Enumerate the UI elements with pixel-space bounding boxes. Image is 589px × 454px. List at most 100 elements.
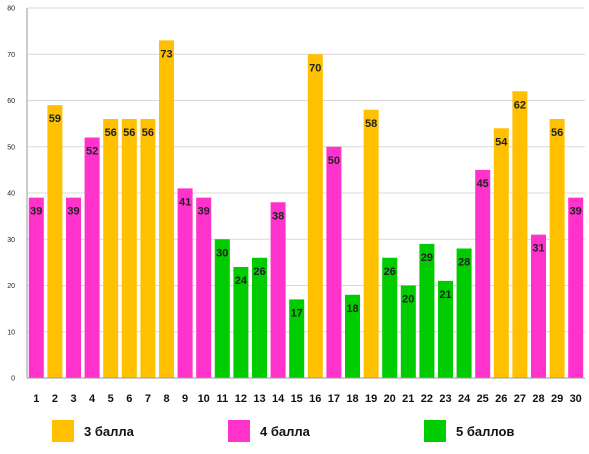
data-label: 73 <box>160 48 172 60</box>
data-label: 30 <box>216 247 228 259</box>
data-label: 56 <box>105 127 117 139</box>
bar <box>512 91 528 378</box>
x-category-label: 18 <box>346 393 358 405</box>
bar <box>177 188 193 378</box>
y-tick-label: 0 <box>11 376 15 383</box>
y-tick-label: 70 <box>7 52 15 59</box>
legend-swatch-5-points <box>424 420 446 442</box>
data-label: 56 <box>551 127 563 139</box>
x-category-label: 29 <box>551 393 563 405</box>
data-label: 59 <box>49 113 61 125</box>
x-category-label: 1 <box>33 393 39 405</box>
bar <box>140 119 156 378</box>
legend-label-3-points: 3 балла <box>84 423 134 439</box>
bar <box>419 243 435 378</box>
data-label: 52 <box>86 146 98 158</box>
data-label: 41 <box>179 196 191 208</box>
bar <box>214 239 230 378</box>
x-category-label: 6 <box>126 393 132 405</box>
data-label: 62 <box>514 99 526 111</box>
bar <box>400 285 416 378</box>
x-category-label: 21 <box>402 393 414 405</box>
x-category-label: 16 <box>309 393 321 405</box>
x-category-label: 3 <box>70 393 76 405</box>
x-category-label: 25 <box>477 393 489 405</box>
x-category-label: 2 <box>52 393 58 405</box>
bar <box>289 299 305 378</box>
bar <box>363 109 379 378</box>
bar <box>568 197 584 378</box>
bar <box>47 105 63 378</box>
x-axis-categories: 1 2 3 4 5 6 7 8 9 10 11 12 13 14 15 16 17 18 19 20 21 22 23 24 2… <box>33 393 582 405</box>
y-tick-label: 40 <box>7 191 15 198</box>
x-category-label: 13 <box>253 393 265 405</box>
bar <box>531 234 546 378</box>
data-label: 38 <box>272 210 284 222</box>
data-label: 29 <box>421 252 433 264</box>
bar <box>345 294 360 378</box>
legend-item-4-points: 4 балла <box>228 420 310 442</box>
bar <box>456 248 472 378</box>
data-label: 39 <box>30 206 42 218</box>
data-label: 26 <box>384 266 396 278</box>
bar <box>493 128 509 378</box>
data-label: 58 <box>365 118 377 130</box>
x-category-label: 8 <box>163 393 169 405</box>
data-label: 39 <box>198 206 210 218</box>
bar <box>66 197 81 378</box>
legend-swatch-3-points <box>52 420 74 442</box>
x-category-label: 9 <box>182 393 188 405</box>
bar <box>438 280 453 378</box>
legend-label-5-points: 5 баллов <box>456 423 515 439</box>
data-label: 20 <box>402 294 414 306</box>
y-tick-label: 30 <box>7 237 15 244</box>
x-category-label: 28 <box>532 393 544 405</box>
x-category-label: 24 <box>458 393 471 405</box>
y-tick-label: 20 <box>7 283 15 290</box>
x-category-label: 15 <box>291 393 303 405</box>
x-category-label: 14 <box>272 393 285 405</box>
bars-layer <box>28 40 584 378</box>
bar <box>549 119 565 378</box>
data-label: 45 <box>477 178 489 190</box>
data-label: 17 <box>291 307 303 319</box>
bar <box>307 54 323 378</box>
bar <box>475 169 491 378</box>
legend: 3 балла 4 балла 5 баллов <box>0 420 589 450</box>
x-category-label: 4 <box>89 393 96 405</box>
bar <box>233 267 249 378</box>
y-axis-ticks: 0 10 20 30 40 50 60 70 80 <box>7 6 15 383</box>
legend-item-3-points: 3 балла <box>52 420 134 442</box>
x-category-label: 20 <box>384 393 396 405</box>
data-label: 39 <box>570 206 582 218</box>
data-label: 31 <box>532 243 544 255</box>
x-category-label: 26 <box>495 393 507 405</box>
legend-item-5-points: 5 баллов <box>424 420 514 442</box>
x-category-label: 7 <box>145 393 151 405</box>
data-label: 26 <box>253 266 265 278</box>
data-label: 39 <box>67 206 79 218</box>
bar <box>28 197 44 378</box>
bar <box>84 137 100 378</box>
bar <box>270 202 286 378</box>
x-category-label: 11 <box>216 393 228 405</box>
x-category-label: 10 <box>198 393 210 405</box>
data-label: 18 <box>346 303 358 315</box>
x-category-label: 22 <box>421 393 433 405</box>
x-category-label: 27 <box>514 393 526 405</box>
x-category-label: 30 <box>570 393 582 405</box>
y-tick-label: 50 <box>7 144 15 151</box>
y-tick-label: 80 <box>7 6 15 13</box>
bar <box>121 119 137 378</box>
data-label: 50 <box>328 155 340 167</box>
data-label: 28 <box>458 257 470 269</box>
bar <box>103 119 119 378</box>
grid-layer <box>27 7 585 379</box>
bar <box>159 40 174 378</box>
x-category-label: 12 <box>235 393 247 405</box>
bar <box>326 146 342 378</box>
data-label: 24 <box>235 275 248 287</box>
bar <box>252 257 267 378</box>
